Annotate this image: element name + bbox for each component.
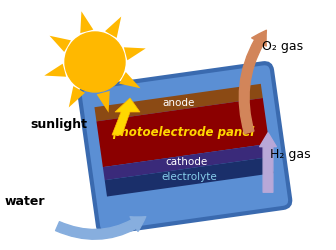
Polygon shape (105, 16, 121, 38)
Polygon shape (44, 64, 66, 77)
Text: anode: anode (162, 98, 195, 108)
Text: electrolyte: electrolyte (161, 172, 217, 182)
Text: O₂ gas: O₂ gas (262, 40, 303, 53)
Polygon shape (119, 72, 140, 88)
Text: sunlight: sunlight (30, 118, 87, 131)
FancyBboxPatch shape (80, 63, 290, 233)
FancyBboxPatch shape (105, 157, 274, 196)
FancyBboxPatch shape (96, 98, 269, 167)
Text: H₂ gas: H₂ gas (270, 148, 310, 161)
FancyBboxPatch shape (94, 84, 263, 121)
Circle shape (65, 32, 125, 92)
Polygon shape (49, 36, 71, 52)
FancyArrowPatch shape (260, 133, 276, 192)
Polygon shape (80, 11, 93, 33)
Text: cathode: cathode (166, 157, 208, 167)
Polygon shape (124, 47, 146, 60)
Polygon shape (97, 91, 110, 113)
Text: photoelectrode panel: photoelectrode panel (112, 126, 254, 139)
Polygon shape (112, 98, 140, 135)
FancyArrowPatch shape (55, 217, 146, 239)
FancyArrowPatch shape (239, 30, 266, 134)
Polygon shape (69, 86, 85, 108)
FancyBboxPatch shape (103, 144, 271, 180)
Text: water: water (5, 195, 45, 208)
